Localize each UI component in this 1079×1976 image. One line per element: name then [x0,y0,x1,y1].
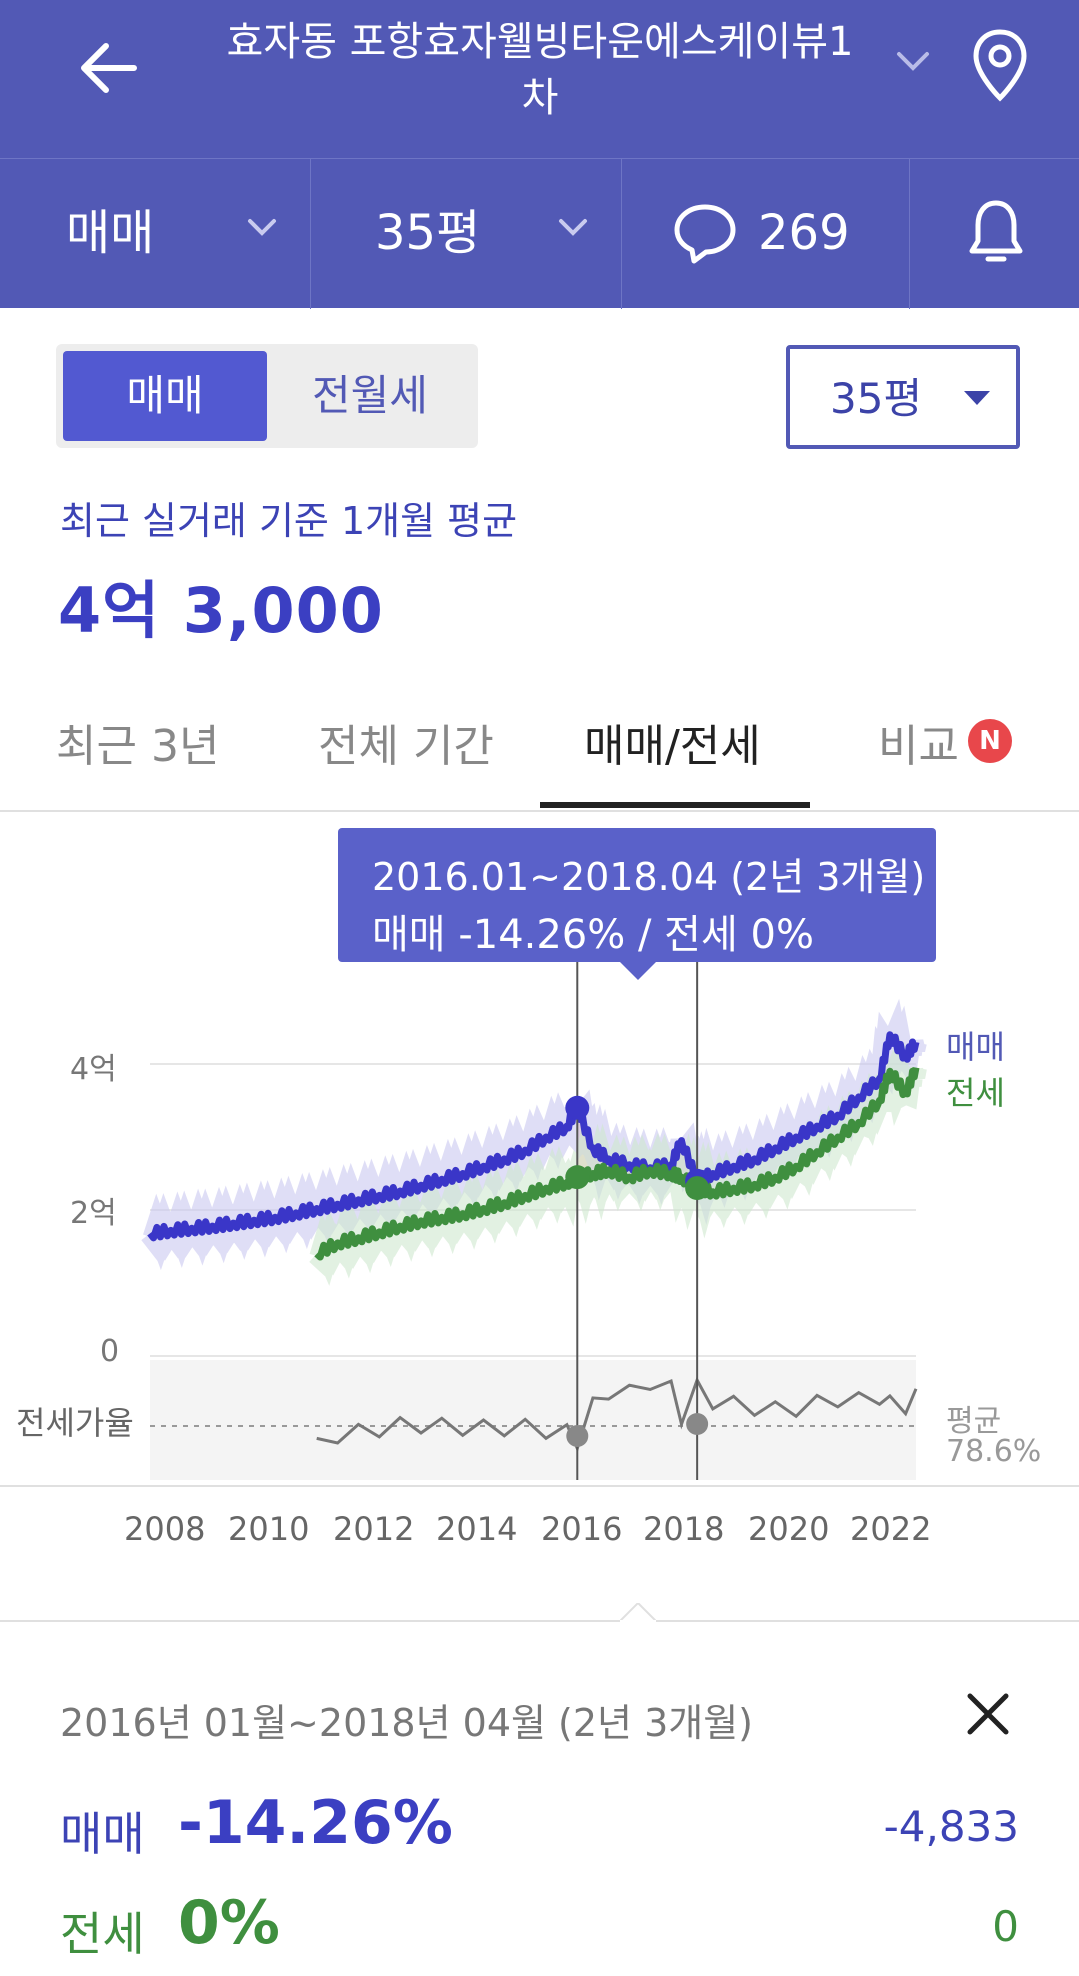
map-pin-icon [973,29,1027,102]
tab-sale-jeonse[interactable]: 매매/전세 [584,721,761,772]
speech-bubble-icon [674,204,736,264]
sale-series-line [147,1031,920,1242]
detail-jeonse-label: 전세 [60,1907,145,1961]
back-arrow-icon [81,43,137,93]
x-tick: 2008 [124,1510,206,1548]
range-tooltip: 2016.01~2018.04 (2년 3개월) 매매 -14.26% / 전세… [338,828,936,962]
ratio-band [150,1360,916,1480]
chevron-down-icon [248,219,276,236]
size-select-value: 35평 [830,374,923,423]
price-chart[interactable] [0,816,1079,1536]
ratio-average-value: 78.6% [946,1434,1042,1469]
ratio-marker [566,1425,589,1447]
close-button[interactable] [960,1686,1016,1742]
tooltip-arrow [620,962,656,980]
size-select[interactable]: 35평 [786,345,1020,449]
size-dropdown[interactable]: 35평 [311,159,622,309]
filter-bar: 매매 35평 269 [0,158,1079,309]
x-tick: 2022 [850,1510,932,1548]
tab-recent-3y[interactable]: 최근 3년 [56,721,220,772]
detail-jeonse-percent: 0% [178,1888,280,1958]
new-badge: N [968,719,1012,763]
x-tick: 2020 [748,1510,830,1548]
tab-compare[interactable]: 비교 [878,721,959,772]
average-value: 4억 3,000 [58,574,384,647]
caret-down-icon [964,391,990,405]
average-label: 최근 실거래 기준 1개월 평균 [60,499,518,543]
y-tick-2: 2억 [70,1196,117,1231]
sale-marker [565,1095,590,1120]
chevron-down-icon [559,219,587,236]
x-tick: 2018 [643,1510,725,1548]
detail-range: 2016년 01월~2018년 04월 (2년 3개월) [60,1701,754,1745]
detail-sale-amount: -4,833 [883,1802,1019,1851]
ratio-line [316,1376,918,1453]
tooltip-change: 매매 -14.26% / 전세 0% [372,912,814,958]
chevron-down-icon[interactable] [895,50,931,72]
title-line-2: 차 [521,75,559,121]
close-icon [967,1693,1009,1735]
x-tick: 2016 [541,1510,623,1548]
location-button[interactable] [970,28,1042,108]
bell-icon [969,200,1023,262]
x-tick: 2010 [228,1510,310,1548]
tooltip-range: 2016.01~2018.04 (2년 3개월) [372,855,926,899]
jeonse-marker [565,1165,590,1190]
y-tick-4: 4억 [70,1052,117,1087]
complex-title[interactable]: 효자동 포항효자웰빙타운에스케이뷰1 차 [175,14,905,126]
deal-type-label: 매매 [66,205,155,261]
size-label: 35평 [375,205,481,261]
deal-type-toggle: 매매 전월세 [56,344,478,448]
x-tick: 2012 [333,1510,415,1548]
jeonse-series-line [314,1066,920,1261]
comments-button[interactable]: 269 [622,159,910,309]
detail-divider [0,1620,1079,1622]
toggle-sale[interactable]: 매매 [63,351,267,441]
detail-pointer [620,1603,656,1624]
active-tab-indicator [540,802,810,808]
jeonse-marker [685,1176,710,1201]
ratio-average-label: 평균 [946,1404,1002,1439]
alert-button[interactable] [910,159,1079,309]
ratio-marker [686,1413,709,1435]
y-tick-0: 0 [100,1334,120,1369]
comment-count: 269 [758,205,850,261]
ratio-label: 전세가율 [16,1404,134,1442]
tab-all-period[interactable]: 전체 기간 [318,721,494,772]
app-header: 효자동 포항효자웰빙타운에스케이뷰1 차 [0,0,1079,158]
detail-jeonse-amount: 0 [992,1902,1019,1951]
deal-type-dropdown[interactable]: 매매 [0,159,311,309]
detail-sale-percent: -14.26% [178,1788,453,1858]
x-tick: 2014 [436,1510,518,1548]
legend-jeonse: 전세 [946,1074,1005,1112]
detail-sale-label: 매매 [60,1807,145,1861]
title-line-1: 효자동 포항효자웰빙타운에스케이뷰1 [226,19,854,65]
period-tabs: 최근 3년 전체 기간 매매/전세 비교 [0,690,1079,812]
back-button[interactable] [70,30,146,106]
legend-sale: 매매 [946,1028,1005,1066]
toggle-rent[interactable]: 전월세 [312,371,428,420]
